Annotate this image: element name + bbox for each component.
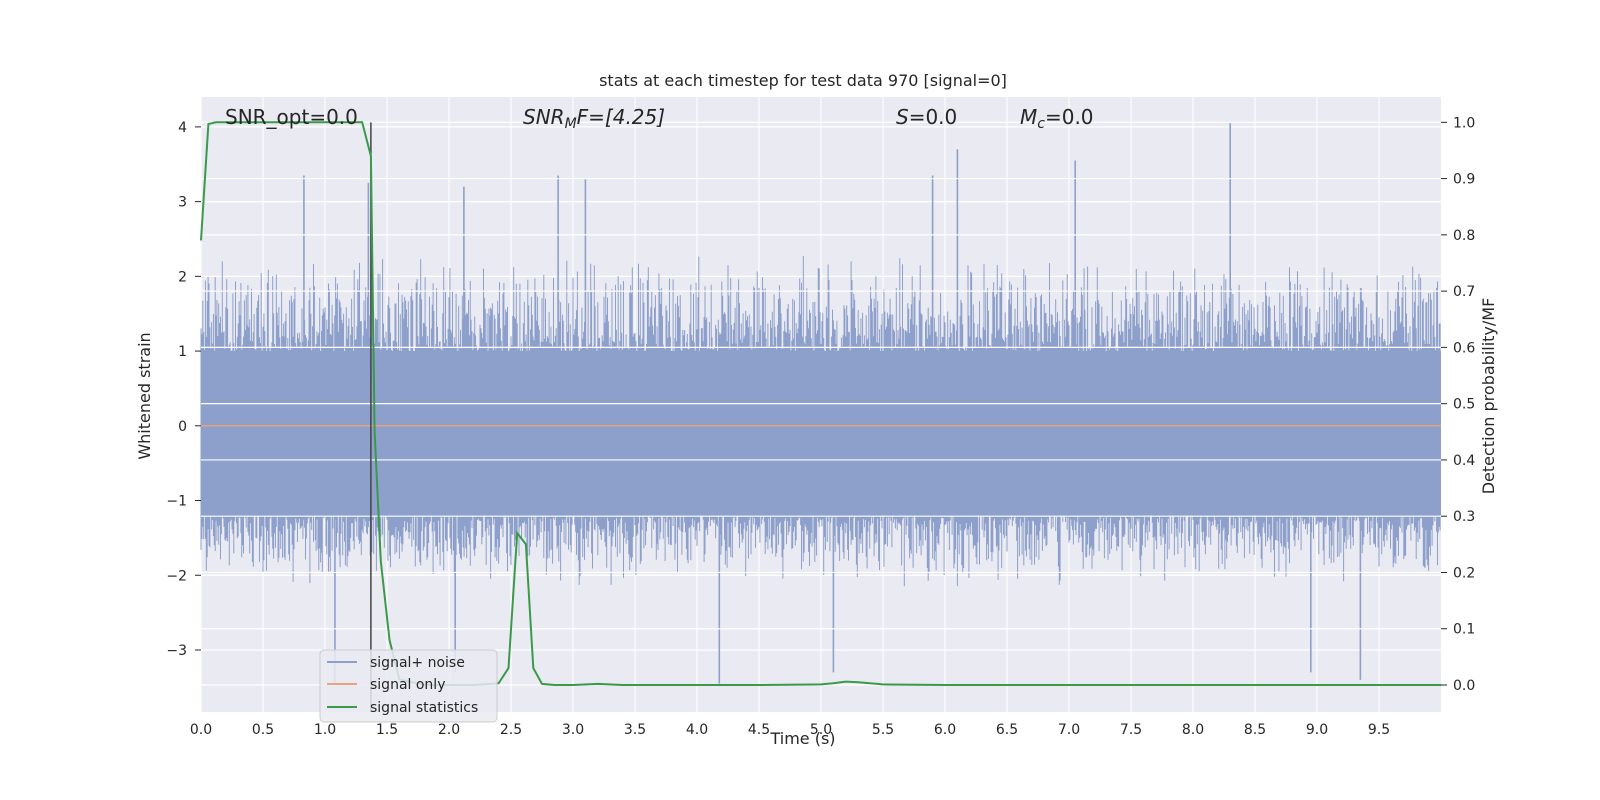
x-tick-label: 5.0 (810, 722, 832, 738)
y-tick-label: 2 (178, 269, 187, 285)
x-tick-label: 0.5 (252, 722, 274, 738)
x-tick-label: 0.0 (190, 722, 212, 738)
x-axis-label: Time (s) (769, 729, 835, 748)
x-tick-label: 9.5 (1368, 722, 1390, 738)
x-tick-label: 8.0 (1182, 722, 1204, 738)
legend: signal+ noise signal only signal statist… (319, 649, 498, 723)
y2-tick-label: 0.4 (1453, 453, 1475, 469)
y-axis-ticks: 4 3 2 1 0 −1 −2 −3 (166, 120, 201, 659)
y2-tick-label: 0.1 (1453, 622, 1475, 638)
x-tick-label: 6.5 (996, 722, 1018, 738)
x-tick-label: 4.0 (686, 722, 708, 738)
y2-tick-label: 0.9 (1453, 172, 1475, 188)
chart-title: stats at each timestep for test data 970… (599, 71, 1007, 90)
y2-tick-label: 0.6 (1453, 340, 1475, 356)
grid-overlay (201, 121, 1441, 686)
y2-tick-label: 0.8 (1453, 228, 1475, 244)
noise-series (200, 123, 1441, 684)
y-tick-label: −2 (166, 568, 187, 584)
x-tick-label: 4.5 (748, 722, 770, 738)
y2-axis-label: Detection probability/MF (1479, 298, 1498, 495)
legend-box (319, 649, 498, 723)
annotation-snr-mf: SNRMF=[4.25] (523, 105, 665, 132)
legend-label-signal: signal only (370, 677, 445, 693)
x-tick-label: 9.0 (1306, 722, 1328, 738)
y-tick-label: 3 (178, 195, 187, 211)
y-axis-label: Whitened strain (135, 332, 154, 459)
y-tick-label: −3 (166, 643, 187, 659)
x-tick-label: 1.5 (376, 722, 398, 738)
signal-statistics-line (200, 121, 1441, 686)
y2-tick-label: 0.5 (1453, 397, 1475, 413)
y2-tick-label: 0.3 (1453, 509, 1475, 525)
annotation-snr-opt: SNR_opt=0.0 (225, 105, 358, 129)
y2-axis-ticks: 1.0 0.9 0.8 0.7 0.6 0.5 0.4 0.3 0.2 0.1 0.0 (1441, 115, 1475, 694)
annotation-mc: Mc=0.0 (1020, 105, 1094, 132)
x-tick-label: 1.0 (314, 722, 336, 738)
annotation-s: S=0.0 (896, 105, 957, 129)
y-tick-label: 0 (178, 419, 187, 435)
y2-tick-label: 0.7 (1453, 284, 1475, 300)
x-tick-label: 7.5 (1120, 722, 1142, 738)
x-axis-ticks: 0.0 0.5 1.0 1.5 2.0 2.5 3.0 3.5 4.0 4.5 5.0 5.5 6.0 6… (190, 722, 1390, 738)
y2-tick-label: 0.2 (1453, 565, 1475, 581)
y-tick-label: 4 (178, 120, 187, 136)
y2-tick-label: 1.0 (1453, 115, 1475, 131)
x-tick-label: 2.0 (438, 722, 460, 738)
x-tick-label: 7.0 (1058, 722, 1080, 738)
legend-label-stats: signal statistics (370, 700, 478, 716)
x-tick-label: 6.0 (934, 722, 956, 738)
legend-label-noise: signal+ noise (370, 655, 465, 671)
x-tick-label: 3.5 (624, 722, 646, 738)
y2-tick-label: 0.0 (1453, 678, 1475, 694)
x-tick-label: 2.5 (500, 722, 522, 738)
x-tick-label: 5.5 (872, 722, 894, 738)
x-tick-label: 3.0 (562, 722, 584, 738)
y-tick-label: 1 (178, 344, 187, 360)
x-tick-label: 8.5 (1244, 722, 1266, 738)
y-tick-label: −1 (166, 494, 187, 510)
